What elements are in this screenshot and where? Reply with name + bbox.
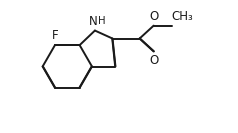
Text: O: O: [149, 54, 159, 67]
Text: F: F: [52, 29, 58, 42]
Text: O: O: [149, 10, 159, 23]
Text: N: N: [89, 15, 98, 28]
Text: H: H: [98, 16, 106, 26]
Text: CH₃: CH₃: [171, 10, 193, 23]
